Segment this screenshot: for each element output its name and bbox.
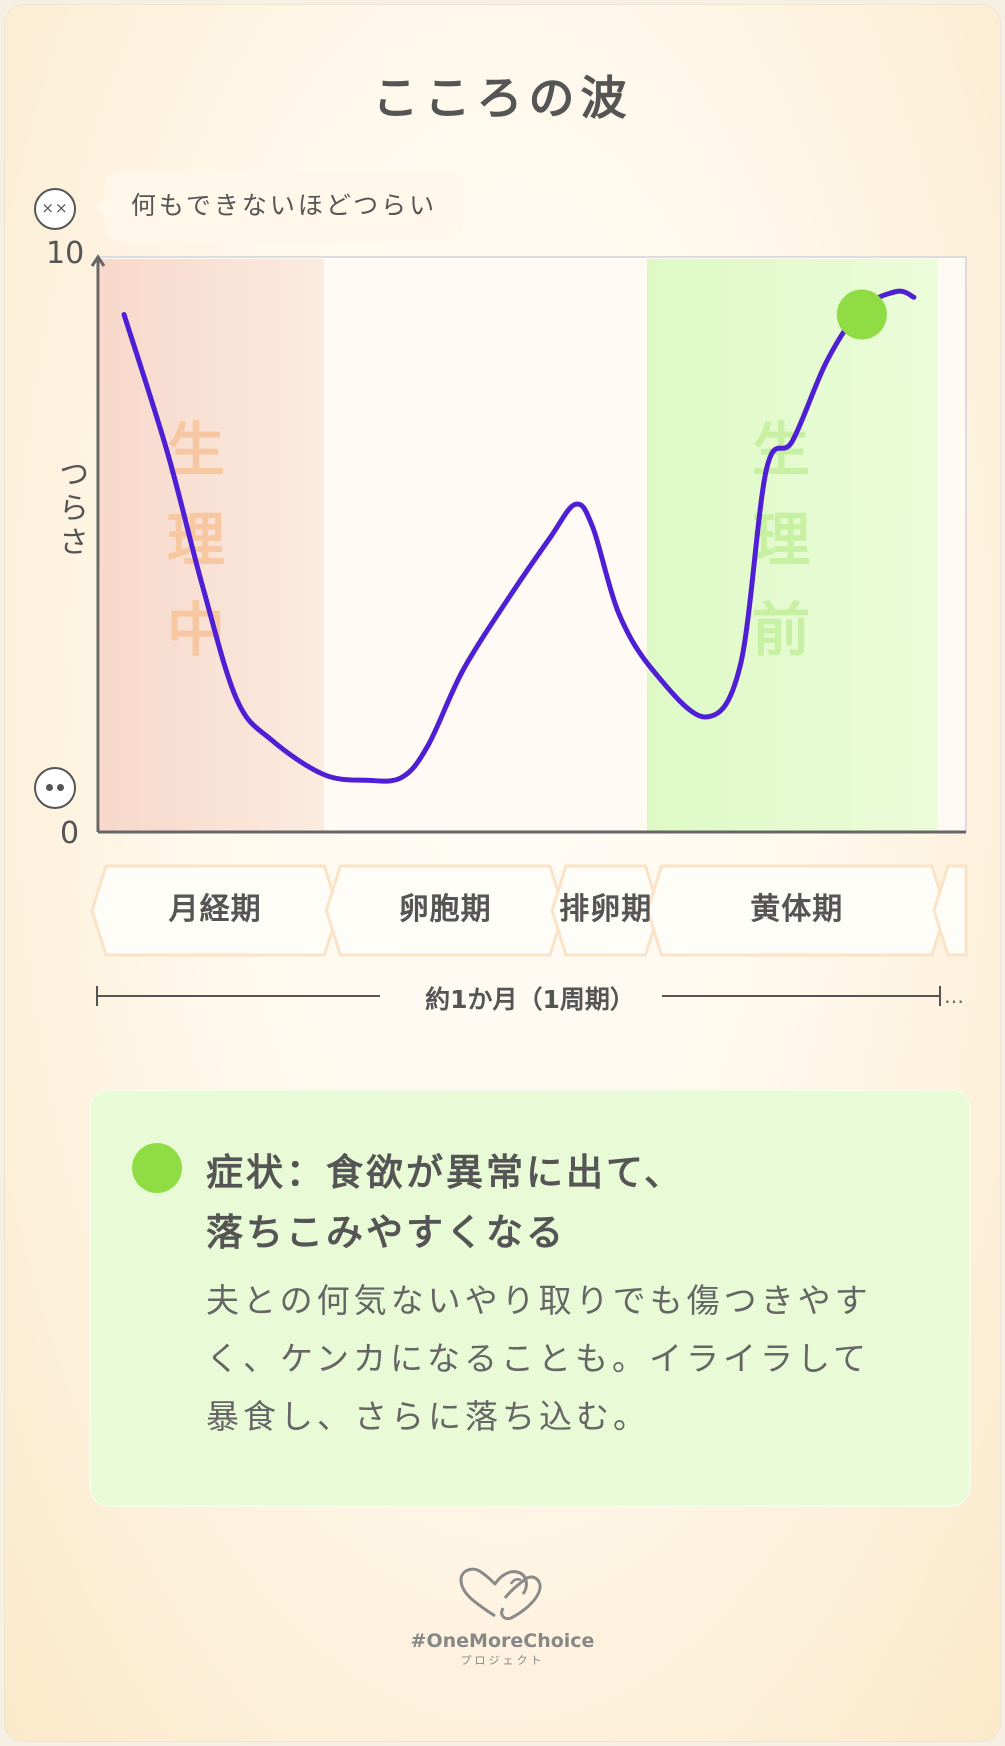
phase-label: 黄体期 bbox=[750, 892, 844, 927]
phase-label: 排卵期 bbox=[559, 892, 653, 927]
y-axis-label: つらさ bbox=[53, 458, 88, 560]
logo-subtext: プロジェクト bbox=[460, 1654, 545, 1667]
dizzy-face-icon: ×× bbox=[34, 188, 76, 230]
premenstrual-phase-band bbox=[646, 259, 938, 832]
phase-segment bbox=[324, 864, 566, 957]
phase-segment bbox=[550, 864, 662, 957]
symptom-title-line-1: 症状：食欲が異常に出て、 bbox=[206, 1151, 685, 1194]
speech-bubble-tail bbox=[92, 197, 106, 217]
logo-text: #OneMoreChoice bbox=[410, 1630, 595, 1652]
y-tick-min: 0 bbox=[60, 816, 80, 851]
span-continuation: … bbox=[944, 984, 964, 1008]
menstrual-band-label-char: 生 bbox=[167, 416, 225, 484]
project-logo: #OneMoreChoice プロジェクト bbox=[0, 1564, 1005, 1668]
symptom-panel bbox=[89, 1089, 971, 1507]
symptom-title: 症状：食欲が異常に出て、 落ちこみやすくなる bbox=[206, 1143, 926, 1263]
calm-face-icon bbox=[34, 767, 76, 809]
phase-label: 卵胞期 bbox=[398, 892, 492, 927]
symptom-description-line-1: 夫との何気ないやり取りでも傷つきやす bbox=[206, 1281, 872, 1320]
face-eye-right bbox=[57, 784, 64, 791]
y-tick-max: 10 bbox=[46, 236, 85, 271]
symptom-title-line-2: 落ちこみやすくなる bbox=[206, 1211, 566, 1254]
y-axis-arrow bbox=[90, 254, 106, 267]
symptom-description-line-3: 暴食し、さらに落ち込む。 bbox=[206, 1397, 650, 1436]
symptom-description-line-2: く、ケンカになることも。イライラして bbox=[206, 1339, 871, 1378]
phase-segment bbox=[90, 864, 340, 957]
phase-segment bbox=[645, 864, 948, 957]
page-title: こころの波 bbox=[372, 71, 633, 125]
heart-hands-icon bbox=[459, 1567, 541, 1620]
max-pain-speech-bubble: 何もできないほどつらい bbox=[104, 170, 464, 242]
mood-wave-line bbox=[121, 288, 917, 784]
cycle-span-label: 約1か月（1周期） bbox=[425, 985, 635, 1014]
phase-segment bbox=[932, 864, 968, 957]
premenstrual-band-label-char: 前 bbox=[752, 596, 810, 664]
symptom-description: 夫との何気ないやり取りでも傷つきやす く、ケンカになることも。イライラして 暴食… bbox=[206, 1272, 896, 1446]
face-eye-left bbox=[46, 784, 53, 791]
phase-label: 月経期 bbox=[168, 892, 262, 927]
current-point-marker bbox=[836, 289, 887, 340]
symptom-marker-icon bbox=[132, 1143, 182, 1193]
